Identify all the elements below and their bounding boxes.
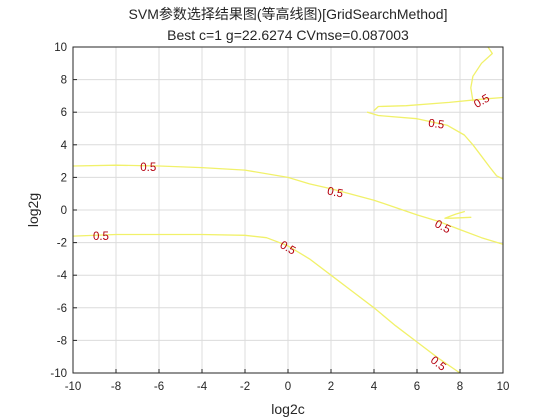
x-tick-label: -2 [240, 381, 250, 393]
y-tick-label: -10 [50, 368, 67, 380]
grid [72, 46, 504, 374]
y-tick-label: -4 [57, 270, 68, 282]
contour-lines [72, 46, 504, 374]
x-tick-label: -6 [154, 381, 164, 393]
x-tick-label: -4 [197, 381, 208, 393]
contour-level-label: 0.5 [326, 186, 344, 201]
x-tick-label: 6 [414, 381, 420, 393]
x-tick-label: 0 [285, 381, 291, 393]
contour-level-label: 0.5 [93, 231, 109, 243]
contour-line-1 [72, 233, 461, 374]
contour-line-2 [444, 210, 472, 219]
contour-line-0 [72, 164, 504, 245]
y-axis-label: log2g [25, 193, 41, 227]
y-tick-label: 6 [61, 107, 67, 119]
x-axis-label: log2c [271, 401, 304, 417]
y-tick-label: 10 [54, 42, 67, 54]
contour-line-5 [470, 46, 493, 102]
contour-level-label: 0.5 [140, 162, 156, 174]
x-tick-label: 8 [457, 381, 463, 393]
contour-level-label: 0.5 [427, 118, 445, 132]
ticks: -10 -8 -6 -4 -2 0 2 4 6 8 10 -10 -8 -6 -4 -2 0 2 4 6 8 10 [50, 42, 509, 393]
y-tick-label: -8 [57, 335, 67, 347]
y-tick-label: 2 [61, 172, 67, 184]
x-tick-label: -8 [111, 381, 121, 393]
x-tick-label: 10 [497, 381, 510, 393]
y-tick-label: 4 [61, 140, 68, 152]
y-tick-label: -2 [57, 238, 67, 250]
contour-line-4 [373, 96, 504, 112]
y-tick-label: -6 [57, 303, 67, 315]
x-tick-label: 2 [328, 381, 334, 393]
y-tick-label: 0 [61, 205, 67, 217]
contour-level-label: 0.5 [278, 239, 298, 257]
chart-title: SVM参数选择结果图(等高线图)[GridSearchMethod] [129, 6, 448, 22]
contour-line-3 [366, 111, 504, 180]
y-tick-label: 8 [61, 75, 67, 87]
contour-level-label: 0.5 [428, 354, 448, 373]
x-tick-label: 4 [371, 381, 378, 393]
chart-subtitle: Best c=1 g=22.6274 CVmse=0.087003 [167, 27, 409, 43]
contour-level-label: 0.5 [472, 92, 492, 110]
x-tick-label: -10 [65, 381, 82, 393]
contour-labels: 0.50.50.50.50.50.50.50.5 [93, 92, 492, 373]
